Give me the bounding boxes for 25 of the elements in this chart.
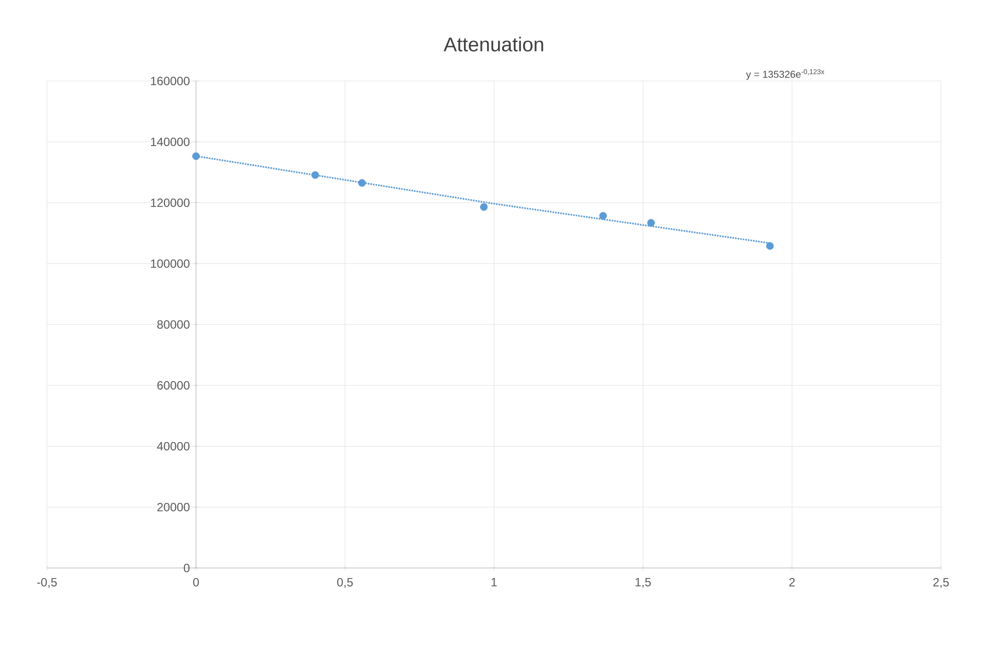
x-tick-label: 0,5 [337,578,353,588]
point [647,219,655,227]
x-tick-label: 1 [492,578,497,586]
y-tick-label: 60000 [157,381,190,390]
x-tick-label: 2 [789,578,795,586]
point [480,203,488,211]
x-tick-label: 0 [193,578,199,586]
x-tick-label: 2,5 [933,578,949,588]
point [192,152,200,160]
y-tick-label: 20000 [157,502,190,512]
y-tick-label: 40000 [157,442,190,450]
point [766,242,774,250]
point [311,171,320,179]
y-tick-label: 100000 [151,259,190,268]
point [599,212,607,220]
text: y = 135326e$^{-0,123x}$ [746,69,824,80]
y-tick-label: 120000 [151,198,190,207]
x-tick-label: 1,5 [636,578,651,588]
chart-title: Attenuation [444,36,544,52]
y-tick-label: 160000 [151,76,190,86]
y-tick-label: 0 [184,564,190,572]
x-tick-label: -0,5 [37,578,57,588]
point [358,179,366,187]
y-tick-label: 140000 [151,138,190,146]
y-tick-label: 80000 [157,320,190,329]
